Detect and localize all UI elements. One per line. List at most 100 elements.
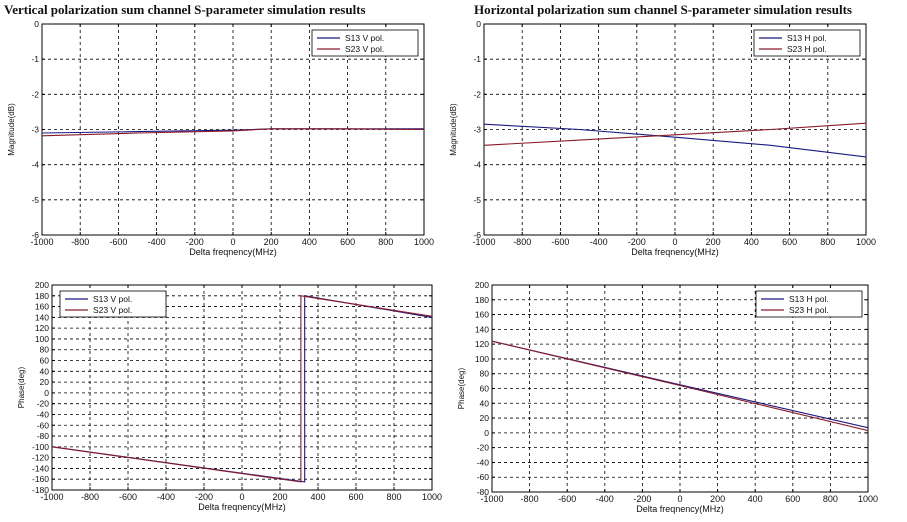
- y-axis-label: Phase(deg): [457, 367, 466, 409]
- y-tick-label: 200: [475, 280, 489, 290]
- x-tick-label: -600: [551, 237, 569, 247]
- y-tick-label: 60: [480, 384, 490, 394]
- legend-label: S13 H pol.: [789, 294, 829, 304]
- y-tick-label: 20: [480, 413, 490, 423]
- x-axis-label: Delta freqnency(MHz): [631, 247, 719, 257]
- x-axis-label: Delta freqnency(MHz): [198, 502, 286, 512]
- y-tick-label: -100: [32, 442, 49, 452]
- x-tick-label: 1000: [858, 494, 878, 504]
- legend-box: [311, 29, 419, 57]
- x-tick-label: 400: [310, 492, 325, 502]
- x-tick-label: 0: [672, 237, 677, 247]
- y-tick-label: -180: [32, 485, 49, 495]
- y-tick-label: 180: [475, 295, 489, 305]
- y-axis-label: Magnitude(dB): [7, 103, 16, 156]
- y-tick-label: -120: [32, 453, 49, 463]
- x-tick-label: 400: [748, 494, 763, 504]
- y-tick-label: 20: [40, 377, 50, 387]
- y-tick-label: 80: [480, 369, 490, 379]
- x-tick-label: 600: [785, 494, 800, 504]
- legend-label: S23 V pol.: [345, 44, 384, 54]
- y-tick-label: 60: [40, 356, 50, 366]
- x-tick-label: 0: [677, 494, 682, 504]
- y-tick-label: -20: [37, 399, 50, 409]
- x-tick-label: -200: [186, 237, 204, 247]
- y-tick-label: -6: [31, 230, 39, 240]
- x-tick-label: -800: [81, 492, 99, 502]
- series-line-s23: [492, 340, 868, 432]
- y-tick-label: 160: [475, 310, 489, 320]
- x-tick-label: 800: [378, 237, 393, 247]
- x-tick-label: -800: [513, 237, 531, 247]
- y-tick-label: -140: [32, 463, 49, 473]
- x-tick-label: 200: [264, 237, 279, 247]
- legend-box: [753, 29, 861, 57]
- y-tick-label: 200: [35, 280, 49, 290]
- y-tick-label: 180: [35, 291, 49, 301]
- x-tick-label: -600: [119, 492, 137, 502]
- x-tick-label: -600: [558, 494, 576, 504]
- x-tick-label: -1000: [480, 494, 503, 504]
- y-tick-label: 120: [475, 339, 489, 349]
- legend-label: S23 H pol.: [789, 305, 829, 315]
- chart-v-phase: -1000 -800 -600 -40 0 -200 0 200 400 600 800 1000 -1…: [17, 280, 442, 512]
- x-tick-label: -600: [109, 237, 127, 247]
- chart-h-mag: -1000 -800 -600 -400 -200 0 200 400 600 800 1000 -6…: [449, 19, 876, 257]
- y-tick-label: -60: [477, 472, 490, 482]
- x-tick-label: -400: [596, 494, 614, 504]
- x-tick-label: -400: [148, 237, 166, 247]
- series-line-s23: [484, 122, 866, 146]
- x-tick-label: -1000: [30, 237, 53, 247]
- x-tick-label: 600: [340, 237, 355, 247]
- x-tick-label: 0: [239, 492, 244, 502]
- x-tick-label: -1000: [40, 492, 63, 502]
- y-tick-label: -160: [32, 474, 49, 484]
- y-tick-label: -3: [473, 125, 481, 135]
- x-tick-label: 0: [230, 237, 235, 247]
- chart-title-horizontal: Horizontal polarization sum channel S-pa…: [474, 2, 852, 17]
- chart-v-mag: -1000 -800 -600 -400 -200 0 200 400 600 800 1000 -6…: [7, 19, 434, 257]
- legend-label: S23 H pol.: [787, 44, 827, 54]
- y-tick-label: -2: [31, 89, 39, 99]
- x-tick-label: 400: [302, 237, 317, 247]
- y-tick-label: -40: [477, 457, 490, 467]
- series-line-s13: [484, 123, 866, 158]
- y-tick-label: 160: [35, 302, 49, 312]
- y-tick-label: -5: [473, 195, 481, 205]
- y-tick-label: 40: [40, 366, 50, 376]
- x-tick-label: 1000: [414, 237, 434, 247]
- x-tick-label: 800: [386, 492, 401, 502]
- y-tick-label: 120: [35, 323, 49, 333]
- x-tick-label: 800: [820, 237, 835, 247]
- x-tick-label: -800: [521, 494, 539, 504]
- series-line-s23: [52, 295, 432, 483]
- x-tick-label: -400: [590, 237, 608, 247]
- legend-label: S23 V pol.: [93, 305, 132, 315]
- y-tick-label: -4: [31, 160, 39, 170]
- x-tick-label: 200: [272, 492, 287, 502]
- legend-box: [59, 290, 167, 318]
- series-line-s23: [42, 128, 424, 137]
- y-tick-label: -80: [477, 487, 490, 497]
- y-tick-label: 0: [34, 19, 39, 29]
- y-tick-label: -20: [477, 443, 490, 453]
- y-tick-label: 80: [40, 345, 50, 355]
- y-tick-label: 0: [484, 428, 489, 438]
- x-tick-label: -200: [633, 494, 651, 504]
- legend-label: S13 H pol.: [787, 33, 827, 43]
- x-tick-label: 400: [744, 237, 759, 247]
- y-tick-label: -40: [37, 409, 50, 419]
- x-tick-label: 600: [348, 492, 363, 502]
- y-tick-label: -6: [473, 230, 481, 240]
- legend-label: S13 V pol.: [345, 33, 384, 43]
- y-tick-label: -3: [31, 125, 39, 135]
- x-tick-label: -200: [195, 492, 213, 502]
- x-tick-label: 1000: [422, 492, 442, 502]
- y-tick-label: 100: [35, 334, 49, 344]
- y-tick-label: 0: [44, 388, 49, 398]
- x-tick-label: 200: [706, 237, 721, 247]
- chart-title-vertical: Vertical polarization sum channel S-para…: [4, 2, 366, 17]
- y-tick-label: -4: [473, 160, 481, 170]
- y-tick-label: 100: [475, 354, 489, 364]
